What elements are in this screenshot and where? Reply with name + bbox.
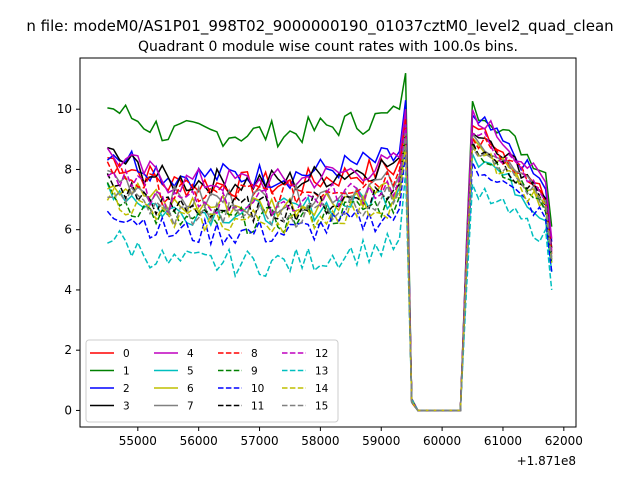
- legend-label-0: 0: [123, 348, 130, 360]
- legend-label-10: 10: [251, 383, 264, 395]
- series-line-1: [107, 72, 553, 412]
- legend-label-5: 5: [187, 366, 194, 378]
- series-layer: [106, 72, 553, 412]
- series-line-15: [107, 133, 553, 412]
- x-offset-label: +1.871e8: [517, 454, 576, 468]
- series-line-12: [106, 124, 553, 412]
- series-line-5: [106, 139, 553, 412]
- y-tick-label: 10: [57, 102, 72, 116]
- x-axis: 55000 56000 57000 58000 59000 60000 61000 62000: [119, 427, 583, 448]
- series-line-8: [106, 118, 553, 412]
- plot-frame: [79, 57, 577, 428]
- legend-label-11: 11: [251, 401, 264, 413]
- series-line-10: [106, 151, 553, 412]
- y-tick-label: 6: [64, 223, 72, 237]
- x-tick-label: 57000: [240, 434, 278, 448]
- series-line-13: [107, 172, 553, 412]
- legend-label-8: 8: [251, 348, 258, 360]
- y-tick-label: 4: [64, 283, 72, 297]
- legend-label-14: 14: [315, 383, 329, 395]
- legend-label-12: 12: [315, 348, 328, 360]
- x-tick-label: 62000: [545, 434, 583, 448]
- y-tick-label: 2: [64, 343, 72, 357]
- figure-suptitle: n file: modeM0/AS1P01_998T02_9000000190_…: [26, 17, 613, 36]
- x-tick-label: 58000: [301, 434, 339, 448]
- x-tick-label: 56000: [180, 434, 218, 448]
- legend-label-7: 7: [187, 401, 194, 413]
- legend-label-13: 13: [315, 366, 328, 378]
- legend-label-1: 1: [123, 366, 130, 378]
- x-tick-label: 55000: [119, 434, 157, 448]
- x-tick-label: 59000: [362, 434, 400, 448]
- y-tick-label: 8: [64, 162, 72, 176]
- legend-label-6: 6: [187, 383, 194, 395]
- series-line-4: [106, 109, 553, 412]
- x-tick-label: 60000: [423, 434, 461, 448]
- y-axis: 0 2 4 6 8 10: [57, 102, 80, 417]
- series-line-0: [107, 124, 553, 412]
- legend-label-9: 9: [251, 366, 258, 378]
- legend-label-3: 3: [123, 401, 130, 413]
- x-tick-label: 61000: [484, 434, 522, 448]
- y-tick-label: 0: [64, 403, 72, 417]
- series-line-3: [107, 118, 553, 412]
- legend-box: [85, 339, 339, 423]
- legend-label-15: 15: [315, 401, 328, 413]
- legend-label-4: 4: [187, 348, 194, 360]
- chart-title: Quadrant 0 module wise count rates with …: [138, 39, 518, 55]
- legend-label-2: 2: [123, 383, 130, 395]
